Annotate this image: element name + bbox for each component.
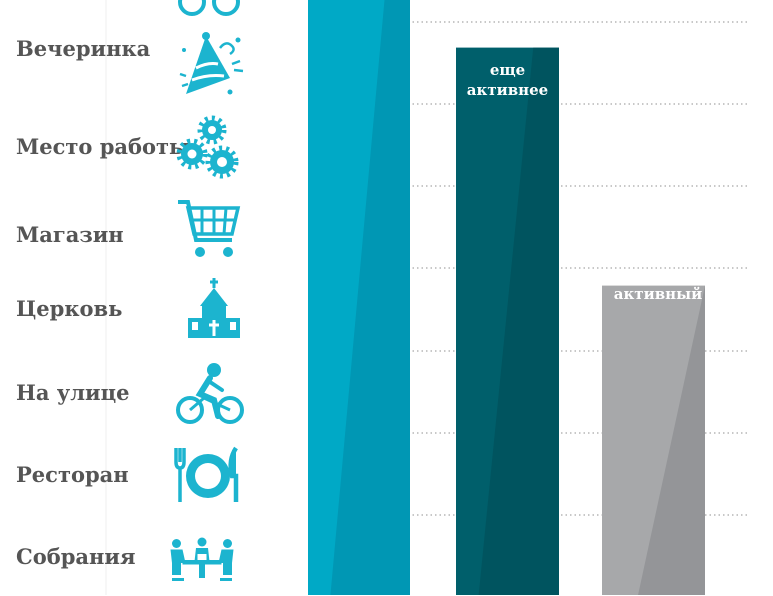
bar-shade-2 [638, 285, 705, 595]
row-label-party: Вечеринка [16, 36, 151, 61]
bar-shade-0 [330, 0, 410, 595]
church-icon [188, 278, 240, 338]
party-hat-icon [179, 32, 244, 95]
bar-1 [456, 47, 559, 595]
bar-0 [308, 0, 410, 595]
bar-shade-1 [478, 47, 559, 595]
bar-label-1: еще активнее [466, 61, 549, 99]
bar-label-2: активный [613, 285, 703, 303]
row-label-restaurant: Ресторан [16, 462, 129, 487]
shopping-cart-icon [178, 200, 241, 257]
bar-2 [602, 285, 705, 595]
row-label-meetings: Собрания [16, 544, 136, 569]
bicycle-top-partial-icon [178, 0, 240, 16]
gears-icon [176, 115, 239, 179]
row-label-street: На улице [16, 380, 130, 405]
bicycle-icon [176, 363, 244, 424]
meeting-icon [170, 537, 234, 581]
plate-cutlery-icon [174, 446, 239, 502]
row-label-workplace: Место работы [16, 134, 191, 159]
row-label-church: Церковь [16, 296, 123, 321]
row-label-shop: Магазин [16, 222, 124, 247]
